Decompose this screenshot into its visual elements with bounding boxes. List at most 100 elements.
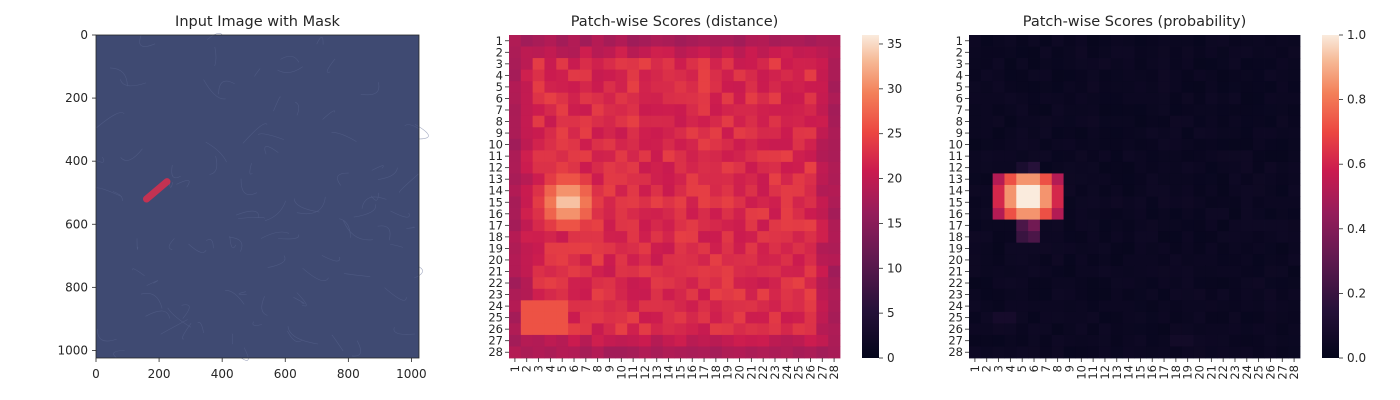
heatmap-cell: [686, 208, 699, 220]
texture-crease: [261, 296, 268, 316]
heatmap-cell: [1146, 265, 1159, 278]
heatmap-cell: [769, 173, 782, 186]
heatmap-cell: [532, 254, 545, 267]
texture-crease: [370, 192, 379, 201]
heatmap-cell: [1004, 81, 1017, 94]
heatmap-cell: [698, 81, 711, 94]
heatmap-cell: [568, 219, 581, 232]
texture-crease: [371, 165, 384, 171]
col-tick-label: 3: [992, 365, 1006, 372]
heatmap-cell: [1110, 35, 1124, 47]
heatmap-cell: [1193, 196, 1206, 209]
heatmap-cell: [591, 46, 604, 59]
heatmap-cell: [1205, 138, 1218, 151]
heatmap-cell: [1288, 334, 1301, 347]
heatmap-cell: [1122, 242, 1135, 255]
texture-crease: [260, 231, 290, 239]
heatmap-cell: [509, 288, 522, 301]
heatmap-cell: [603, 311, 616, 324]
heatmap-cell: [992, 219, 1005, 232]
heatmap-cell: [1158, 242, 1171, 255]
heatmap-cell: [780, 265, 794, 278]
heatmap-cell: [1146, 92, 1159, 105]
heatmap-cell: [568, 58, 581, 71]
heatmap-cell: [769, 150, 782, 163]
heatmap-cell: [1288, 58, 1301, 71]
row-tick-label: 21: [948, 264, 963, 278]
heatmap-cell: [1252, 115, 1265, 128]
heatmap-cell: [1028, 184, 1041, 197]
heatmap-cell: [686, 184, 699, 197]
heatmap-cell: [603, 46, 616, 59]
heatmap-cell: [1205, 300, 1218, 313]
heatmap-cell: [1028, 311, 1041, 324]
heatmap-cell: [1063, 300, 1076, 313]
heatmap-cell: [520, 254, 534, 267]
heatmap-cell: [1240, 231, 1254, 244]
heatmap-cell: [568, 208, 581, 220]
heatmap-cell: [674, 196, 687, 209]
heatmap-cell: [1205, 173, 1218, 186]
heatmap-cell: [556, 150, 569, 163]
heatmap-cell: [627, 265, 640, 278]
heatmap-cell: [816, 69, 829, 82]
heatmap-cell: [733, 58, 746, 71]
heatmap-cell: [804, 242, 817, 255]
heatmap-cell: [556, 300, 569, 313]
heatmap-cell: [792, 242, 805, 255]
heatmap-cell: [1252, 46, 1265, 59]
heatmap-cell: [674, 208, 687, 220]
heatmap-cell: [639, 254, 652, 267]
heatmap-cell: [1110, 81, 1124, 94]
col-tick-label: 19: [1181, 365, 1195, 380]
heatmap-cell: [1169, 184, 1183, 197]
heatmap-cell: [1276, 300, 1289, 313]
heatmap-cell: [792, 300, 805, 313]
panel-title: Patch-wise Scores (distance): [571, 14, 779, 30]
heatmap-cell: [792, 69, 805, 82]
heatmap-cell: [980, 104, 994, 117]
row-tick-label: 19: [948, 241, 963, 255]
colorbar-tick-label: 0.6: [1347, 157, 1366, 171]
heatmap-cell: [1110, 173, 1124, 186]
heatmap-cell: [1004, 46, 1017, 59]
heatmap-cell: [698, 196, 711, 209]
heatmap-cell: [520, 115, 534, 128]
heatmap-cell: [556, 288, 569, 301]
heatmap-cells: [969, 35, 1301, 359]
colorbar-tick-label: 0.0: [1347, 351, 1366, 365]
heatmap-cell: [1075, 334, 1088, 347]
heatmap-cell: [1205, 334, 1218, 347]
heatmap-cell: [509, 265, 522, 278]
heatmap-cell: [1063, 219, 1076, 232]
heatmap-cell: [1193, 265, 1206, 278]
texture-crease: [136, 238, 139, 250]
heatmap-cell: [1288, 173, 1301, 186]
heatmap-cell: [792, 35, 805, 47]
heatmap-cell: [792, 161, 805, 174]
heatmap-cell: [1158, 219, 1171, 232]
row-tick-label: 1: [496, 34, 503, 48]
heatmap-cell: [639, 346, 652, 359]
heatmap-cell: [579, 265, 593, 278]
heatmap-cell: [1004, 346, 1017, 359]
heatmap-cell: [733, 92, 746, 105]
heatmap-cell: [804, 173, 817, 186]
heatmap-cell: [816, 35, 829, 47]
heatmap-cell: [1205, 150, 1218, 163]
heatmap-cell: [769, 277, 782, 290]
heatmap-cell: [591, 58, 604, 71]
heatmap-cell: [733, 184, 746, 197]
heatmap-cell: [1217, 69, 1230, 82]
heatmap-cell: [792, 92, 805, 105]
heatmap-cell: [674, 346, 687, 359]
heatmap-cell: [1252, 219, 1265, 232]
heatmap-cell: [698, 173, 711, 186]
heatmap-cell: [686, 115, 699, 128]
heatmap-cell: [1063, 334, 1076, 347]
heatmap-cell: [579, 196, 593, 209]
heatmap-cell: [1099, 300, 1112, 313]
heatmap-cell: [1205, 196, 1218, 209]
heatmap-cell: [1240, 288, 1254, 301]
col-tick-label: 20: [1193, 365, 1207, 380]
